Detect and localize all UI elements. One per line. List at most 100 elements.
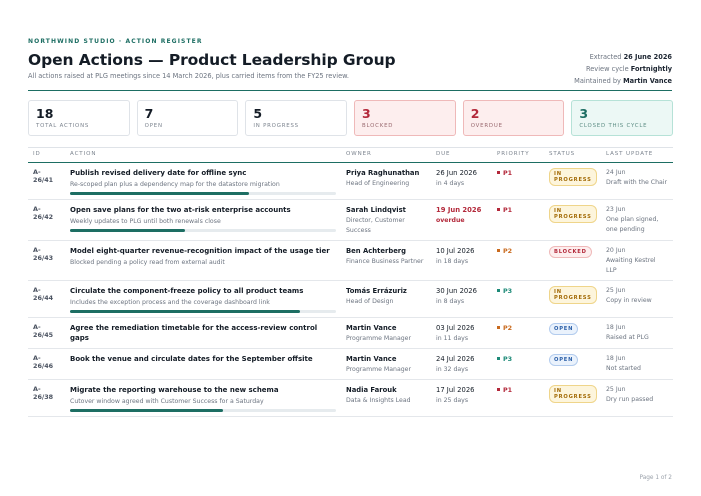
table-row[interactable]: A-26/38 Migrate the reporting warehouse t… <box>28 379 673 417</box>
meta-maintainer-label: Maintained by <box>574 77 621 85</box>
cell-owner: Tomás Errázuriz Head of Design <box>341 280 431 318</box>
due-relative: in 32 days <box>436 366 469 373</box>
meta-cycle: Review cycle Fortnightly <box>574 63 672 75</box>
owner-name: Nadia Farouk <box>346 386 397 394</box>
action-title[interactable]: Circulate the component-freeze policy to… <box>70 287 304 295</box>
priority: P1 <box>497 206 512 214</box>
page-number: Page 1 of 2 <box>639 475 672 481</box>
action-id: A-26/38 <box>33 385 54 401</box>
document-meta: Extracted 26 June 2026 Review cycle Fort… <box>574 51 672 87</box>
update-note: Not started <box>606 365 641 372</box>
cell-status: IN PROGRESS <box>544 162 601 200</box>
due-relative: in 4 days <box>436 180 465 187</box>
cell-priority: P1 <box>492 379 544 417</box>
due-date: 10 Jul 2026 <box>436 247 475 255</box>
action-title[interactable]: Migrate the reporting warehouse to the n… <box>70 386 279 394</box>
update-note: One plan signed, one pending <box>606 216 659 233</box>
cell-last-update: 24 Jun Draft with the Chair <box>601 162 673 200</box>
action-id: A-26/46 <box>33 354 54 370</box>
column-header-priority[interactable]: PRIORITY <box>492 147 544 163</box>
cell-id: A-26/44 <box>28 280 65 318</box>
priority-label: P3 <box>503 355 513 363</box>
action-title[interactable]: Agree the remediation timetable for the … <box>70 324 318 342</box>
cell-id: A-26/43 <box>28 240 65 281</box>
table-row[interactable]: A-26/46 Book the venue and circulate date… <box>28 348 673 380</box>
update-note: Draft with the Chair <box>606 179 668 186</box>
cell-status: IN PROGRESS <box>544 199 601 241</box>
priority-label: P1 <box>503 169 513 177</box>
priority: P3 <box>497 355 512 363</box>
page-title: Open Actions — Product Leadership Group <box>28 51 396 69</box>
action-id: A-26/41 <box>33 168 54 184</box>
update-note: Copy in review <box>606 297 652 304</box>
cell-action: Model eight-quarter revenue-recognition … <box>65 240 341 281</box>
cell-status: OPEN <box>544 317 601 349</box>
cell-action: Publish revised delivery date for offlin… <box>65 162 341 200</box>
column-header-owner[interactable]: OWNER <box>341 147 431 163</box>
owner-name: Priya Raghunathan <box>346 169 420 177</box>
priority: P2 <box>497 324 512 332</box>
page-subtitle: All actions raised at PLG meetings since… <box>28 72 350 80</box>
progress-bar <box>70 409 336 412</box>
action-title[interactable]: Open save plans for the two at-risk ente… <box>70 206 291 214</box>
cell-owner: Nadia Farouk Data & Insights Lead <box>341 379 431 417</box>
table-row[interactable]: A-26/42 Open save plans for the two at-ri… <box>28 199 673 241</box>
priority-label: P1 <box>503 386 513 394</box>
cell-last-update: 23 Jun One plan signed, one pending <box>601 199 673 241</box>
priority-dot-icon <box>497 387 500 391</box>
action-title[interactable]: Book the venue and circulate dates for t… <box>70 355 313 363</box>
summary-label: OVERDUE <box>470 123 503 129</box>
meta-cycle-value: Fortnightly <box>630 65 672 73</box>
priority-dot-icon <box>497 170 500 174</box>
action-title[interactable]: Publish revised delivery date for offlin… <box>70 169 247 177</box>
owner-name: Ben Achterberg <box>346 247 407 255</box>
due-date: 03 Jul 2026 <box>436 324 475 332</box>
cell-due: 17 Jul 2026 in 25 days <box>431 379 492 417</box>
cell-action: Circulate the component-freeze policy to… <box>65 280 341 318</box>
cell-owner: Sarah Lindqvist Director, Customer Succes… <box>341 199 431 241</box>
column-header-last-update[interactable]: LAST UPDATE <box>601 147 673 163</box>
action-id: A-26/43 <box>33 246 54 262</box>
cell-status: IN PROGRESS <box>544 379 601 417</box>
cell-priority: P2 <box>492 240 544 281</box>
summary-value: 3 <box>579 106 589 121</box>
status-badge: IN PROGRESS <box>549 286 597 304</box>
progress-fill <box>70 229 185 232</box>
cell-action: Migrate the reporting warehouse to the n… <box>65 379 341 417</box>
cell-status: OPEN <box>544 348 601 380</box>
progress-fill <box>70 310 300 313</box>
meta-extracted-label: Extracted <box>589 53 622 61</box>
table-row[interactable]: A-26/41 Publish revised delivery date for… <box>28 162 673 200</box>
priority-dot-icon <box>497 356 500 360</box>
priority-dot-icon <box>497 248 500 252</box>
owner-role: Programme Manager <box>346 366 412 373</box>
action-id: A-26/44 <box>33 286 54 302</box>
cell-id: A-26/38 <box>28 379 65 417</box>
table-row[interactable]: A-26/44 Circulate the component-freeze po… <box>28 280 673 318</box>
due-date: 30 Jun 2026 <box>436 287 477 295</box>
action-title[interactable]: Model eight-quarter revenue-recognition … <box>70 247 330 255</box>
column-header-id[interactable]: ID <box>28 147 65 163</box>
priority-dot-icon <box>497 288 500 292</box>
meta-cycle-label: Review cycle <box>585 65 629 73</box>
due-relative: in 25 days <box>436 397 469 404</box>
due-date: 26 Jun 2026 <box>436 169 477 177</box>
update-note: Raised at PLG <box>606 334 649 341</box>
due-date: 17 Jul 2026 <box>436 386 475 394</box>
table-row[interactable]: A-26/45 Agree the remediation timetable f… <box>28 317 673 349</box>
table-row[interactable]: A-26/43 Model eight-quarter revenue-recog… <box>28 240 673 281</box>
cell-due: 24 Jul 2026 in 32 days <box>431 348 492 380</box>
column-header-action[interactable]: ACTION <box>65 147 341 163</box>
due-relative: in 8 days <box>436 298 465 305</box>
column-header-status[interactable]: STATUS <box>544 147 601 163</box>
register-eyebrow: NORTHWIND STUDIO · ACTION REGISTER <box>28 38 203 45</box>
cell-action: Open save plans for the two at-risk ente… <box>65 199 341 241</box>
owner-role: Finance Business Partner <box>346 258 424 265</box>
cell-owner: Martin Vance Programme Manager <box>341 317 431 349</box>
priority: P3 <box>497 287 512 295</box>
cell-owner: Priya Raghunathan Head of Engineering <box>341 162 431 200</box>
action-id: A-26/42 <box>33 205 54 221</box>
progress-bar <box>70 310 336 313</box>
meta-maintainer: Maintained by Martin Vance <box>574 75 672 87</box>
column-header-due[interactable]: DUE <box>431 147 492 163</box>
